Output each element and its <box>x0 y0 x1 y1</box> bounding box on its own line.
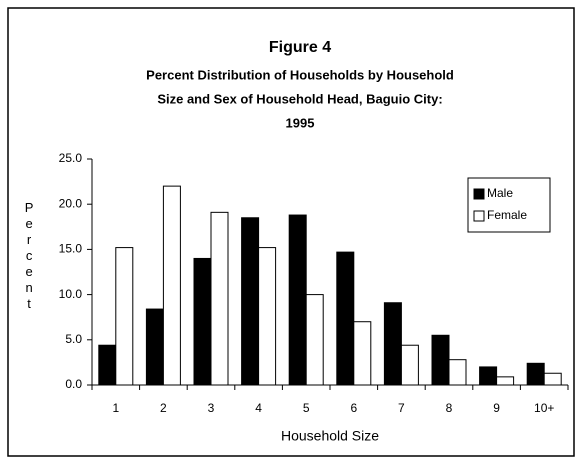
y-tick-label: 5.0 <box>65 332 82 346</box>
bar <box>210 211 229 386</box>
bar <box>383 302 402 386</box>
bar <box>400 344 419 386</box>
bar <box>543 372 562 386</box>
bar <box>353 321 372 386</box>
x-tick-label: 7 <box>398 401 405 415</box>
x-axis-label: Household Size <box>281 428 379 444</box>
chart-subtitle: 1995 <box>286 115 315 130</box>
bar <box>336 251 355 386</box>
legend-swatch <box>473 188 485 200</box>
y-axis-label: Percent <box>22 200 37 312</box>
x-tick-label: 3 <box>208 401 215 415</box>
bar <box>479 366 498 386</box>
y-tick-label: 0.0 <box>65 377 82 391</box>
bar <box>288 214 307 386</box>
x-tick-label: 8 <box>446 401 453 415</box>
x-tick-label: 4 <box>255 401 262 415</box>
legend-swatch <box>473 210 485 222</box>
y-tick-label: 20.0 <box>59 196 83 210</box>
bar <box>115 247 134 386</box>
x-tick-label: 1 <box>112 401 119 415</box>
x-tick-label: 2 <box>160 401 167 415</box>
x-tick-label: 9 <box>493 401 500 415</box>
bar <box>241 217 260 386</box>
chart-subtitle: Size and Sex of Household Head, Baguio C… <box>157 91 442 106</box>
legend-label: Male <box>487 186 513 200</box>
x-tick-label: 5 <box>303 401 310 415</box>
bar <box>448 359 467 386</box>
y-tick-label: 10.0 <box>59 287 83 301</box>
bar <box>98 344 117 386</box>
x-tick-label: 10+ <box>534 401 554 415</box>
x-tick-label: 6 <box>350 401 357 415</box>
bar <box>162 185 181 386</box>
bar <box>431 334 450 386</box>
y-tick-label: 15.0 <box>59 242 83 256</box>
bar <box>145 308 164 386</box>
bar <box>526 362 545 386</box>
bar <box>305 294 324 386</box>
legend-box <box>467 177 551 233</box>
legend-label: Female <box>487 208 527 222</box>
y-tick-label: 25.0 <box>59 151 83 165</box>
chart-subtitle: Percent Distribution of Households by Ho… <box>146 67 454 82</box>
bar <box>496 376 515 386</box>
bar <box>193 257 212 386</box>
chart-title: Figure 4 <box>269 39 331 56</box>
bar <box>258 247 277 386</box>
